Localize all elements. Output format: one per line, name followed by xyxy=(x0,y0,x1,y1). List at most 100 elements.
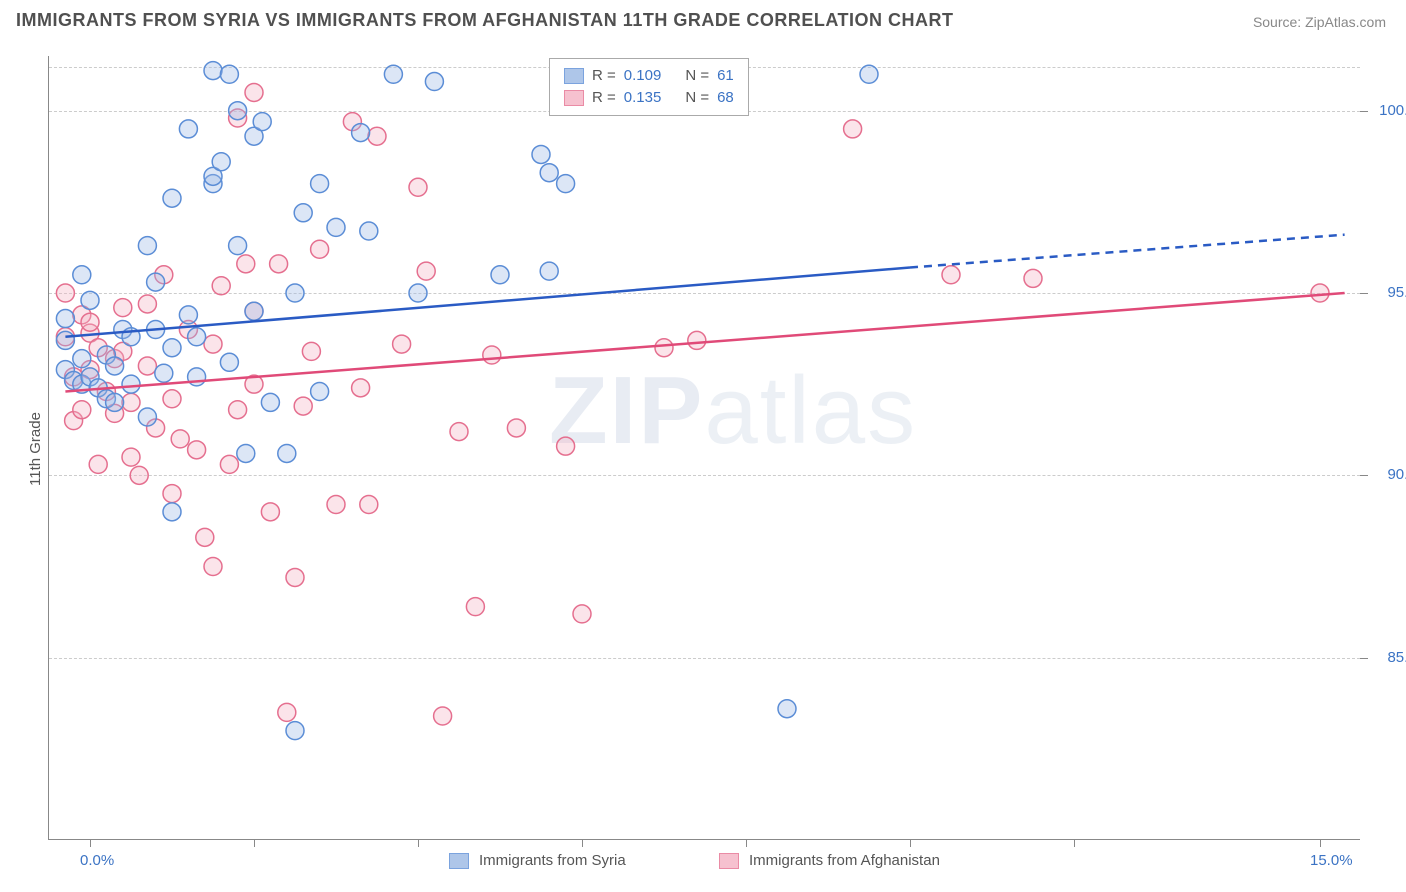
data-point xyxy=(409,284,427,302)
trend-line xyxy=(910,235,1345,268)
data-point xyxy=(557,175,575,193)
chart-title: IMMIGRANTS FROM SYRIA VS IMMIGRANTS FROM… xyxy=(16,10,954,31)
data-point xyxy=(196,528,214,546)
data-point xyxy=(81,291,99,309)
data-point xyxy=(286,722,304,740)
data-point xyxy=(138,295,156,313)
data-point xyxy=(360,496,378,514)
data-point xyxy=(311,240,329,258)
data-point xyxy=(89,455,107,473)
data-point xyxy=(229,102,247,120)
data-point xyxy=(163,390,181,408)
data-point xyxy=(557,437,575,455)
swatch-syria xyxy=(449,853,469,869)
data-point xyxy=(573,605,591,623)
data-point xyxy=(294,204,312,222)
data-point xyxy=(237,255,255,273)
r-label: R = xyxy=(592,65,616,87)
data-point xyxy=(253,113,271,131)
data-point xyxy=(130,466,148,484)
data-point xyxy=(163,339,181,357)
data-point xyxy=(122,393,140,411)
swatch-afghanistan xyxy=(564,90,584,106)
data-point xyxy=(81,313,99,331)
data-point xyxy=(688,331,706,349)
data-point xyxy=(294,397,312,415)
legend-series-afghanistan: Immigrants from Afghanistan xyxy=(719,852,940,869)
data-point xyxy=(844,120,862,138)
data-point xyxy=(56,284,74,302)
n-value-afghanistan: 68 xyxy=(717,87,734,109)
data-point xyxy=(393,335,411,353)
r-value-syria: 0.109 xyxy=(624,65,662,87)
scatter-svg xyxy=(49,56,1360,839)
data-point xyxy=(56,310,74,328)
data-point xyxy=(1024,269,1042,287)
data-point xyxy=(163,485,181,503)
data-point xyxy=(122,375,140,393)
n-label: N = xyxy=(685,65,709,87)
y-tick-label: 95.0% xyxy=(1370,284,1406,301)
data-point xyxy=(655,339,673,357)
data-point xyxy=(278,703,296,721)
data-point xyxy=(434,707,452,725)
data-point xyxy=(507,419,525,437)
data-point xyxy=(188,368,206,386)
n-label: N = xyxy=(685,87,709,109)
data-point xyxy=(245,302,263,320)
x-tick-label: 15.0% xyxy=(1310,852,1353,869)
data-point xyxy=(327,218,345,236)
r-label: R = xyxy=(592,87,616,109)
data-point xyxy=(138,357,156,375)
swatch-afghanistan xyxy=(719,853,739,869)
y-tick-label: 100.0% xyxy=(1370,102,1406,119)
data-point xyxy=(106,393,124,411)
data-point xyxy=(409,178,427,196)
data-point xyxy=(360,222,378,240)
legend-row-afghanistan: R = 0.135 N = 68 xyxy=(564,87,734,109)
data-point xyxy=(212,277,230,295)
data-point xyxy=(270,255,288,273)
data-point xyxy=(188,441,206,459)
x-tick-label: 0.0% xyxy=(80,852,114,869)
data-point xyxy=(171,430,189,448)
data-point xyxy=(311,175,329,193)
data-point xyxy=(163,503,181,521)
series-label-syria: Immigrants from Syria xyxy=(479,852,626,869)
r-value-afghanistan: 0.135 xyxy=(624,87,662,109)
y-axis-label: 11th Grade xyxy=(27,412,44,486)
data-point xyxy=(204,335,222,353)
data-point xyxy=(466,598,484,616)
data-point xyxy=(368,127,386,145)
data-point xyxy=(261,393,279,411)
data-point xyxy=(540,262,558,280)
data-point xyxy=(179,120,197,138)
data-point xyxy=(278,444,296,462)
data-point xyxy=(56,331,74,349)
data-point xyxy=(114,299,132,317)
data-point xyxy=(73,401,91,419)
source-attribution: Source: ZipAtlas.com xyxy=(1253,14,1386,30)
data-point xyxy=(483,346,501,364)
data-point xyxy=(286,284,304,302)
data-point xyxy=(237,444,255,462)
data-point xyxy=(417,262,435,280)
data-point xyxy=(352,124,370,142)
data-point xyxy=(311,382,329,400)
trend-line xyxy=(65,267,910,336)
data-point xyxy=(778,700,796,718)
y-tick-label: 85.0% xyxy=(1370,649,1406,666)
swatch-syria xyxy=(564,68,584,84)
data-point xyxy=(163,189,181,207)
legend-stats: R = 0.109 N = 61 R = 0.135 N = 68 xyxy=(549,58,749,116)
series-label-afghanistan: Immigrants from Afghanistan xyxy=(749,852,940,869)
data-point xyxy=(229,237,247,255)
data-point xyxy=(532,145,550,163)
data-point xyxy=(942,266,960,284)
data-point xyxy=(220,455,238,473)
n-value-syria: 61 xyxy=(717,65,734,87)
data-point xyxy=(204,62,222,80)
data-point xyxy=(138,408,156,426)
data-point xyxy=(155,364,173,382)
data-point xyxy=(425,73,443,91)
